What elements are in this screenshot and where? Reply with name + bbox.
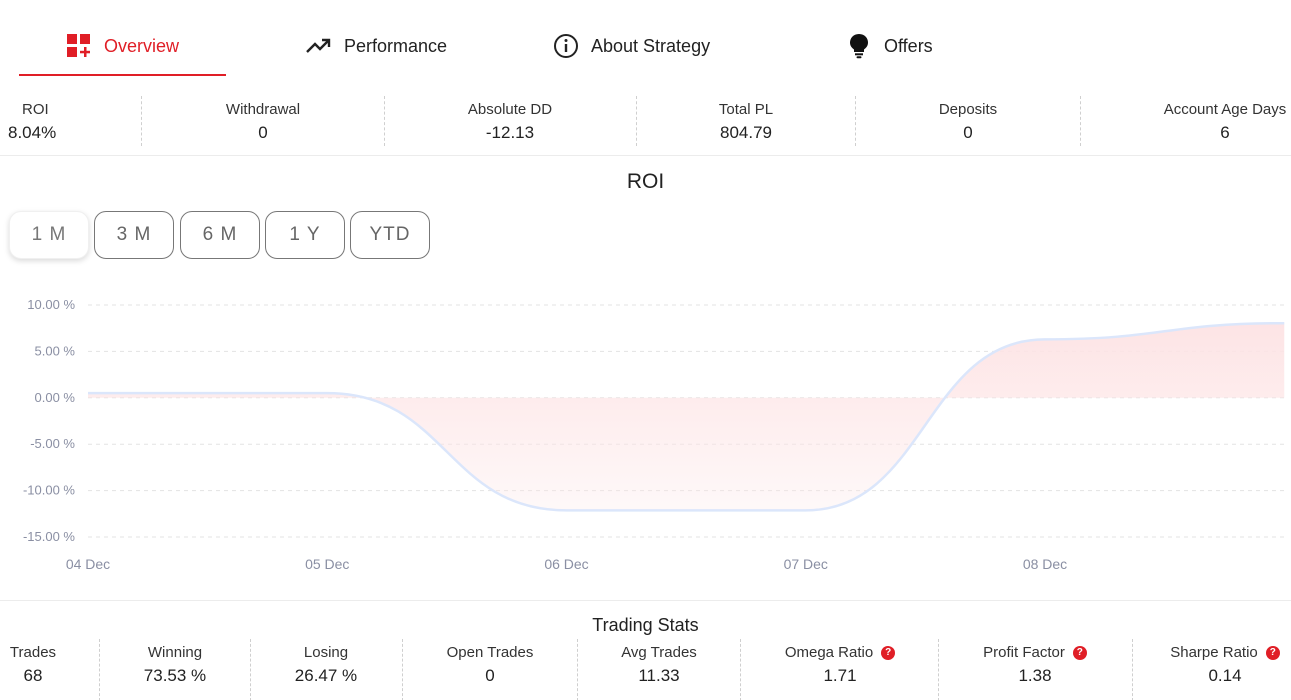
stat-label: Open Trades <box>446 644 534 661</box>
trading-stats: Trading Stats Trades 68 Winning 73.53 % … <box>0 600 1291 700</box>
tab-performance[interactable]: Performance <box>306 28 447 64</box>
stat-value: 1.71 <box>823 666 857 685</box>
stat-label: Losing <box>303 644 349 661</box>
divider <box>1080 96 1081 146</box>
x-tick-label: 07 Dec <box>784 556 828 572</box>
help-icon[interactable]: ? <box>1072 646 1087 660</box>
tab-overview[interactable]: Overview <box>66 28 179 64</box>
stat-value: 1.38 <box>1018 666 1052 685</box>
tab-bar: Overview Performance About Strategy <box>0 0 1291 90</box>
stat-label: Profit Factor <box>983 644 1065 661</box>
divider <box>99 639 100 700</box>
stat-total-pl: Total PL 804.79 <box>686 100 806 146</box>
divider <box>384 96 385 146</box>
stat-value: 0 <box>485 666 495 685</box>
stat-value: 6 <box>1220 123 1230 142</box>
lightbulb-icon <box>846 33 872 59</box>
stat-open-trades: Open Trades 0 <box>420 643 560 689</box>
divider <box>938 639 939 700</box>
stat-omega-ratio: Omega Ratio ? 1.71 <box>760 643 920 689</box>
tab-offers[interactable]: Offers <box>846 28 933 64</box>
x-tick-label: 05 Dec <box>305 556 349 572</box>
trading-stats-title: Trading Stats <box>592 615 699 635</box>
stat-label: Withdrawal <box>225 101 301 118</box>
stat-avg-trades: Avg Trades 11.33 <box>595 643 723 689</box>
stat-value: 0 <box>963 123 973 142</box>
stat-value: 0 <box>258 123 268 142</box>
active-tab-indicator <box>19 74 226 76</box>
y-tick-label: -15.00 % <box>23 529 75 544</box>
stat-value: 26.47 % <box>294 666 358 685</box>
range-3m-button[interactable]: 3 M <box>94 211 174 259</box>
divider <box>636 96 637 146</box>
roi-line <box>88 321 1285 512</box>
stat-label: Account Age Days <box>1163 101 1287 118</box>
stat-label: Deposits <box>938 101 998 118</box>
stat-losing: Losing 26.47 % <box>266 643 386 689</box>
stat-value: 68 <box>23 666 43 685</box>
stat-label: Trades <box>9 644 57 661</box>
stat-label: ROI <box>22 101 49 118</box>
x-tick-label: 08 Dec <box>1023 556 1067 572</box>
divider <box>855 96 856 146</box>
stat-label-wrap: Sharpe Ratio ? <box>1170 643 1280 663</box>
stat-label-wrap: Omega Ratio ? <box>784 643 896 663</box>
roi-chart: 10.00 % 5.00 % 0.00 % -5.00 % -10.00 % -15.00… <box>0 285 1291 585</box>
stat-label: Sharpe Ratio <box>1170 644 1258 661</box>
trending-up-icon <box>306 33 332 59</box>
stat-label: Absolute DD <box>467 101 553 118</box>
stat-label: Avg Trades <box>621 644 697 661</box>
y-tick-label: -5.00 % <box>30 436 75 451</box>
stat-value: -12.13 <box>485 123 535 142</box>
chart-title: ROI <box>626 170 665 193</box>
divider <box>740 639 741 700</box>
roi-area <box>88 323 1285 511</box>
divider <box>141 96 142 146</box>
tab-label: About Strategy <box>591 35 711 56</box>
range-1y-button[interactable]: 1 Y <box>265 211 345 259</box>
stat-absolute-dd: Absolute DD -12.13 <box>440 100 580 146</box>
divider <box>1132 639 1133 700</box>
stat-label: Winning <box>147 644 203 661</box>
x-tick-label: 04 Dec <box>66 556 110 572</box>
help-icon[interactable]: ? <box>1265 646 1280 660</box>
divider <box>250 639 251 700</box>
tab-label: Offers <box>884 35 933 56</box>
stat-withdrawal: Withdrawal 0 <box>203 100 323 146</box>
stat-value: 8.04% <box>8 123 57 142</box>
stat-deposits: Deposits 0 <box>908 100 1028 146</box>
summary-stats: ROI 8.04% Withdrawal 0 Absolute DD -12.1… <box>0 96 1291 156</box>
tab-label: Performance <box>344 35 448 56</box>
stat-value: 11.33 <box>638 666 680 685</box>
stat-value: 804.79 <box>720 123 772 142</box>
stat-profit-factor: Profit Factor ? 1.38 <box>955 643 1115 689</box>
stat-label: Total PL <box>718 101 774 118</box>
stat-value: 0.14 <box>1208 666 1242 685</box>
y-tick-label: 10.00 % <box>27 297 75 312</box>
range-ytd-button[interactable]: YTD <box>350 211 430 259</box>
help-icon[interactable]: ? <box>881 646 896 660</box>
divider <box>402 639 403 700</box>
info-icon <box>553 33 579 59</box>
stat-value: 73.53 % <box>143 666 207 685</box>
stat-label: Omega Ratio <box>784 644 874 661</box>
range-6m-button[interactable]: 6 M <box>180 211 260 259</box>
y-tick-label: 5.00 % <box>35 343 76 358</box>
tab-label: Overview <box>104 35 180 56</box>
stat-roi: ROI 8.04% <box>8 100 56 146</box>
stat-label-wrap: Profit Factor ? <box>983 643 1087 663</box>
stat-sharpe-ratio: Sharpe Ratio ? 0.14 <box>1160 643 1290 689</box>
divider <box>577 639 578 700</box>
y-tick-label: -10.00 % <box>23 483 75 498</box>
roi-chart-svg: 10.00 % 5.00 % 0.00 % -5.00 % -10.00 % -15.00… <box>23 297 1285 572</box>
stat-winning: Winning 73.53 % <box>115 643 235 689</box>
stat-account-age-days: Account Age Days 6 <box>1155 100 1291 146</box>
tab-about-strategy[interactable]: About Strategy <box>553 28 710 64</box>
x-tick-label: 06 Dec <box>544 556 588 572</box>
dashboard-add-icon <box>66 33 92 59</box>
stat-trades: Trades 68 <box>0 643 66 689</box>
y-tick-label: 0.00 % <box>35 390 76 405</box>
range-1m-button[interactable]: 1 M <box>9 211 89 259</box>
